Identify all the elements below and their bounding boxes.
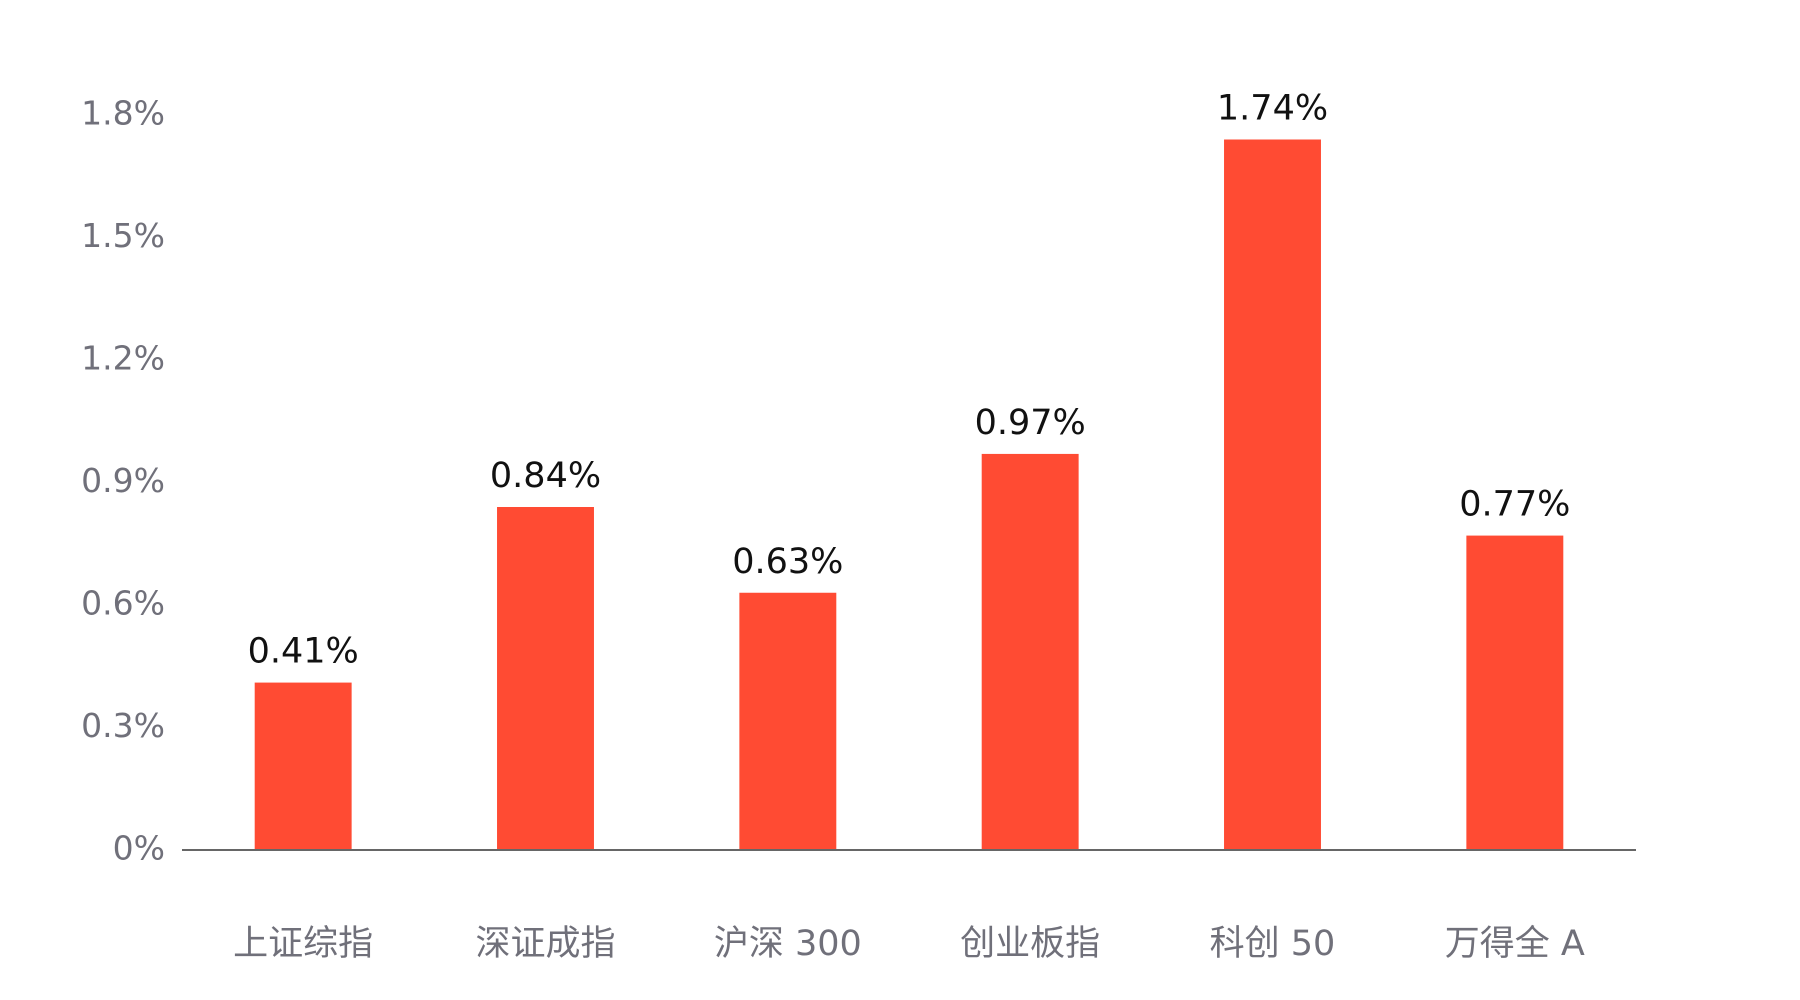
y-tick-label: 0.6%: [81, 584, 165, 623]
x-tick-label: 上证综指: [233, 924, 373, 964]
x-tick-label: 创业板指: [960, 924, 1100, 964]
y-tick-label: 1.8%: [81, 94, 165, 133]
y-tick-label: 0.3%: [81, 706, 165, 745]
value-label: 0.41%: [248, 632, 359, 672]
y-tick-label: 0%: [113, 829, 165, 868]
x-tick-label: 万得全 A: [1445, 924, 1585, 964]
bar: [981, 453, 1079, 850]
bar: [1466, 535, 1564, 850]
bar: [254, 682, 352, 850]
bar: [497, 507, 594, 850]
value-label: 0.84%: [490, 456, 601, 496]
x-tick-label: 沪深 300: [714, 924, 862, 964]
bar: [1224, 139, 1321, 850]
value-label: 0.77%: [1459, 485, 1570, 525]
x-tick-label: 深证成指: [475, 924, 615, 964]
y-tick-label: 1.5%: [81, 216, 165, 255]
bar: [739, 592, 837, 850]
value-label: 1.74%: [1217, 89, 1328, 129]
y-tick-label: 1.2%: [81, 339, 165, 378]
value-label: 0.97%: [975, 403, 1086, 443]
x-tick-label: 科创 50: [1210, 924, 1336, 964]
y-tick-label: 0.9%: [81, 461, 165, 500]
value-label: 0.63%: [732, 542, 843, 582]
